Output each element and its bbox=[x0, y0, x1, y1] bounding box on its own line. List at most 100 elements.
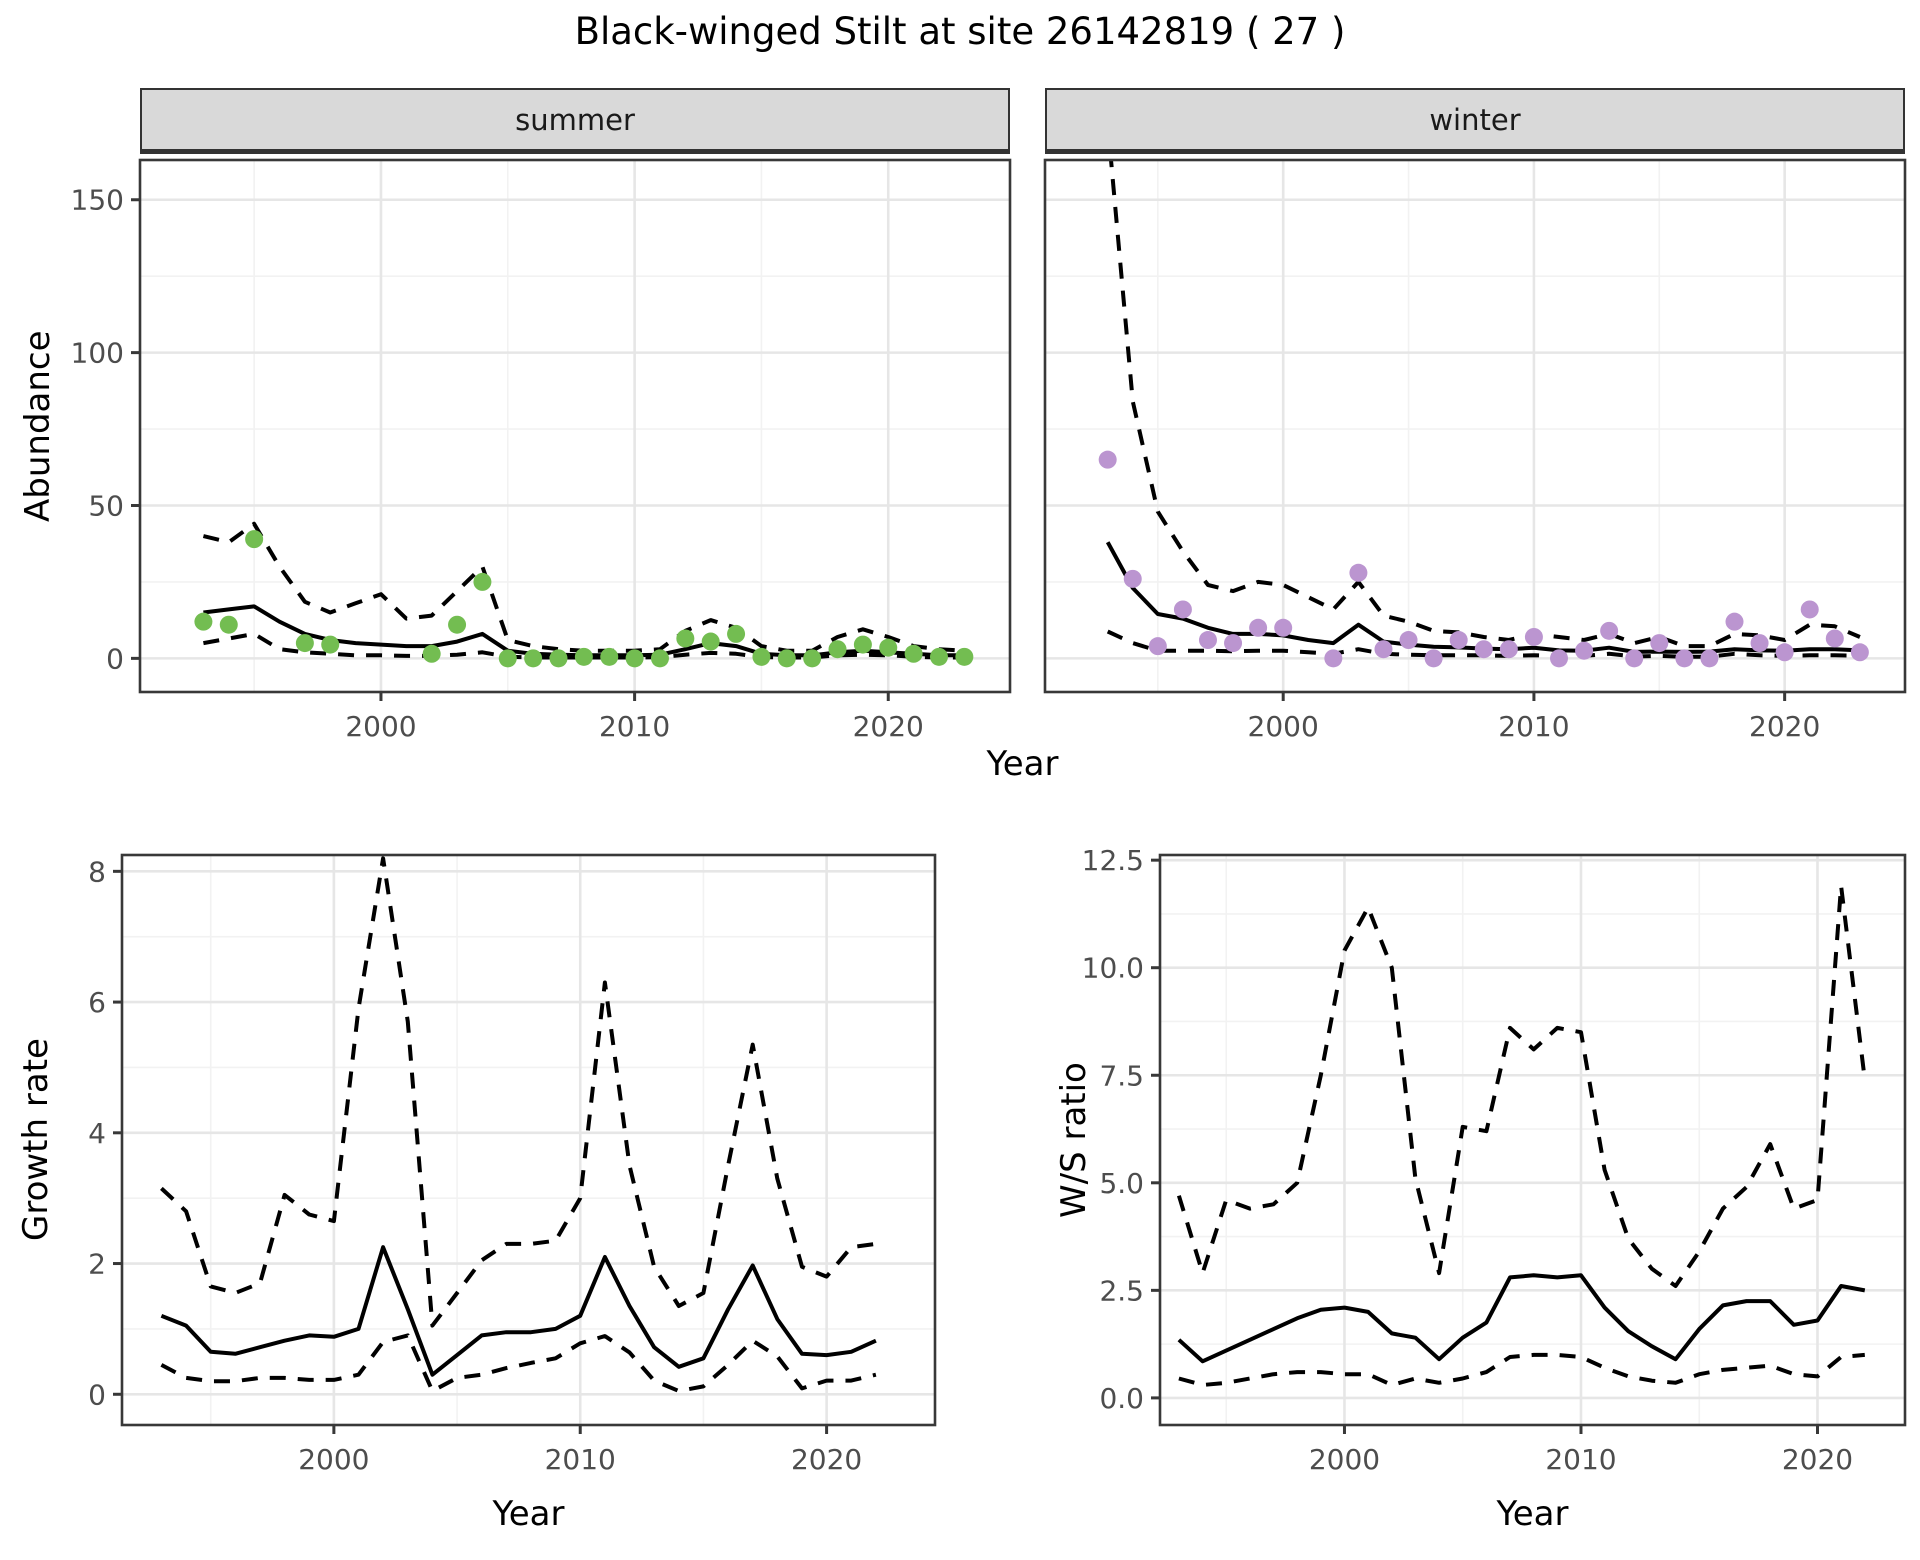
x-tick-label: 2000 bbox=[1248, 710, 1319, 743]
observed-points bbox=[194, 530, 974, 668]
observed-point bbox=[321, 635, 340, 654]
observed-point bbox=[473, 572, 492, 591]
observed-point bbox=[1675, 649, 1694, 668]
y-tick-label: 10.0 bbox=[1082, 952, 1144, 985]
x-tick-label: 2010 bbox=[1545, 1443, 1616, 1476]
observed-point bbox=[1173, 600, 1192, 619]
observed-point bbox=[1148, 637, 1167, 656]
ci-upper-line bbox=[1176, 884, 1867, 1288]
y-tick-label: 2 bbox=[88, 1248, 106, 1281]
ci-upper-line bbox=[1109, 160, 1861, 649]
gridlines-major bbox=[1045, 160, 1905, 692]
observed-point bbox=[1600, 621, 1619, 640]
y-axis-title-ws-ratio: W/S ratio bbox=[1054, 1062, 1094, 1218]
observed-point bbox=[1850, 643, 1869, 662]
observed-points bbox=[1098, 450, 1869, 668]
x-tick-label: 2000 bbox=[1309, 1443, 1380, 1476]
axis-growth-rate: 2000 2010 2020 0 2 4 6 8 bbox=[88, 855, 862, 1476]
x-tick-label: 2000 bbox=[298, 1443, 369, 1476]
observed-point bbox=[828, 640, 847, 659]
gridlines-minor bbox=[1045, 160, 1905, 692]
chart-title: Black-winged Stilt at site 26142819 ( 27… bbox=[574, 10, 1346, 53]
y-tick-label: 5.0 bbox=[1099, 1167, 1144, 1200]
series-abundance-summer bbox=[194, 521, 974, 668]
x-tick-label: 2010 bbox=[599, 710, 670, 743]
y-tick-label: 12.5 bbox=[1082, 844, 1144, 877]
median-line bbox=[160, 1245, 877, 1377]
x-tick-label: 2010 bbox=[1498, 710, 1569, 743]
y-tick-label: 6 bbox=[88, 986, 106, 1019]
observed-point bbox=[727, 624, 746, 643]
series-growth-rate bbox=[160, 856, 877, 1393]
observed-point bbox=[219, 615, 238, 634]
observed-point bbox=[1524, 627, 1543, 646]
observed-point bbox=[803, 649, 822, 668]
x-tick-label: 2020 bbox=[791, 1443, 862, 1476]
observed-point bbox=[1800, 600, 1819, 619]
axis-ws-ratio: 2000 2010 2020 0.0 2.5 5.0 7.5 10.0 12.5 bbox=[1082, 844, 1853, 1476]
facet-strip-summer-label: summer bbox=[515, 102, 635, 137]
axis-abundance-winter: 2000 2010 2020 bbox=[1248, 692, 1820, 743]
x-tick-label: 2000 bbox=[345, 710, 416, 743]
gridlines-minor bbox=[1160, 855, 1905, 1425]
gridlines-major bbox=[122, 855, 935, 1425]
observed-point bbox=[879, 638, 898, 657]
gridlines-minor bbox=[140, 160, 1010, 692]
observed-point bbox=[752, 647, 771, 666]
ci-lower-line bbox=[1106, 629, 1860, 659]
observed-point bbox=[1123, 569, 1142, 588]
observed-point bbox=[524, 649, 543, 668]
y-tick-label: 8 bbox=[88, 855, 106, 888]
y-tick-label: 100 bbox=[71, 337, 124, 370]
y-tick-label: 0 bbox=[106, 642, 124, 675]
panel-growth-rate: 2000 2010 2020 0 2 4 6 8 bbox=[88, 853, 937, 1476]
x-axis-title-ws-ratio: Year bbox=[1496, 1494, 1569, 1534]
y-tick-label: 50 bbox=[88, 489, 124, 522]
facet-strip-winter: winter bbox=[1045, 88, 1905, 154]
observed-point bbox=[574, 647, 593, 666]
ci-upper-line bbox=[160, 856, 877, 1328]
y-tick-label: 150 bbox=[71, 184, 124, 217]
observed-point bbox=[1274, 618, 1293, 637]
series-abundance-winter bbox=[1098, 160, 1869, 668]
y-tick-label: 0.0 bbox=[1099, 1382, 1144, 1415]
observed-point bbox=[245, 530, 264, 549]
x-tick-label: 2020 bbox=[853, 710, 924, 743]
facet-strip-summer: summer bbox=[140, 88, 1010, 154]
observed-point bbox=[1750, 634, 1769, 653]
observed-point bbox=[1224, 634, 1243, 653]
observed-point bbox=[1374, 640, 1393, 659]
observed-point bbox=[1549, 649, 1568, 668]
ci-lower-line bbox=[160, 1333, 877, 1393]
observed-point bbox=[1499, 640, 1518, 659]
axis-abundance-summer: 2000 2010 2020 0 50 100 150 bbox=[71, 184, 924, 743]
observed-point bbox=[777, 649, 796, 668]
observed-point bbox=[1625, 649, 1644, 668]
observed-point bbox=[600, 647, 619, 666]
observed-point bbox=[1198, 631, 1217, 650]
observed-point bbox=[1349, 563, 1368, 582]
series-ws-ratio bbox=[1176, 884, 1867, 1387]
observed-point bbox=[1650, 634, 1669, 653]
y-tick-label: 0 bbox=[88, 1378, 106, 1411]
observed-point bbox=[498, 649, 517, 668]
observed-point bbox=[1700, 649, 1719, 668]
observed-point bbox=[1424, 649, 1443, 668]
gridlines-minor bbox=[122, 855, 935, 1425]
y-axis-title-growth-rate: Growth rate bbox=[16, 1038, 56, 1242]
median-line bbox=[1177, 1273, 1866, 1364]
observed-point bbox=[1825, 629, 1844, 648]
observed-point bbox=[625, 649, 644, 668]
panel-abundance-winter: 2000 2010 2020 bbox=[1043, 158, 1907, 743]
observed-point bbox=[448, 615, 467, 634]
gridlines-major bbox=[1160, 855, 1905, 1425]
observed-point bbox=[1725, 612, 1744, 631]
y-tick-label: 2.5 bbox=[1099, 1274, 1144, 1307]
x-tick-label: 2020 bbox=[1782, 1443, 1853, 1476]
observed-point bbox=[295, 634, 314, 653]
panel-ws-ratio: 2000 2010 2020 0.0 2.5 5.0 7.5 10.0 12.5 bbox=[1082, 844, 1907, 1476]
x-axis-title-growth-rate: Year bbox=[492, 1494, 565, 1534]
observed-point bbox=[853, 635, 872, 654]
